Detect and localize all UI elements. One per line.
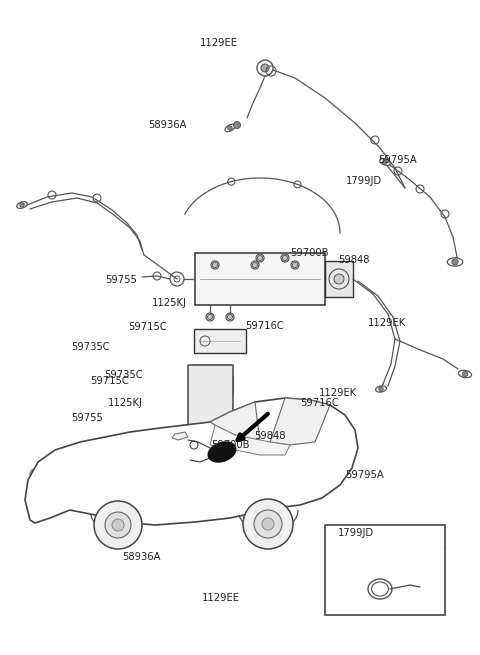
Bar [325, 261, 353, 297]
Circle shape [228, 126, 232, 130]
Circle shape [262, 518, 274, 530]
Text: 59848: 59848 [338, 255, 370, 265]
Polygon shape [25, 398, 358, 525]
Polygon shape [172, 432, 188, 440]
Text: 59700B: 59700B [211, 440, 250, 450]
Text: 59715C: 59715C [128, 322, 167, 332]
Text: 59700B: 59700B [290, 248, 328, 258]
Polygon shape [210, 402, 260, 442]
Polygon shape [270, 398, 330, 445]
FancyBboxPatch shape [194, 329, 246, 353]
Text: 58936A: 58936A [122, 552, 161, 561]
Ellipse shape [372, 582, 388, 596]
Text: 59735C: 59735C [71, 342, 109, 352]
Ellipse shape [447, 258, 463, 266]
Circle shape [254, 510, 282, 538]
Circle shape [233, 121, 240, 128]
Circle shape [421, 585, 425, 589]
Ellipse shape [458, 370, 471, 378]
Circle shape [94, 501, 142, 549]
Ellipse shape [17, 202, 27, 208]
Text: 1129EK: 1129EK [319, 388, 358, 398]
Text: 59715C: 59715C [90, 376, 129, 386]
Text: 1799JD: 1799JD [338, 528, 374, 538]
Ellipse shape [380, 159, 390, 166]
Polygon shape [210, 425, 290, 455]
Polygon shape [188, 365, 268, 450]
Circle shape [252, 263, 257, 267]
Circle shape [213, 263, 217, 267]
Text: 59716C: 59716C [245, 321, 284, 331]
Ellipse shape [375, 386, 386, 392]
Circle shape [261, 64, 269, 72]
Text: 59795A: 59795A [378, 155, 417, 165]
Circle shape [462, 371, 468, 377]
Text: 59716C: 59716C [300, 398, 339, 408]
Text: 1125KJ: 1125KJ [152, 298, 187, 308]
Circle shape [112, 519, 124, 531]
Text: 59848: 59848 [254, 431, 286, 441]
Text: 59795A: 59795A [346, 470, 384, 480]
Text: 1129EE: 1129EE [202, 593, 240, 603]
Text: 1799JD: 1799JD [346, 176, 382, 185]
Ellipse shape [368, 579, 392, 599]
Text: 58936A: 58936A [148, 120, 187, 130]
Text: 59735C: 59735C [104, 370, 143, 380]
Circle shape [334, 274, 344, 284]
Ellipse shape [225, 124, 235, 132]
Circle shape [452, 259, 458, 265]
Text: 59755: 59755 [71, 413, 103, 422]
Circle shape [379, 386, 383, 391]
Circle shape [20, 203, 24, 207]
Text: 59755: 59755 [105, 275, 137, 285]
Ellipse shape [419, 584, 427, 590]
Text: 1125KJ: 1125KJ [108, 398, 143, 407]
Bar [325, 525, 445, 615]
Circle shape [283, 255, 288, 261]
Circle shape [228, 314, 232, 320]
Circle shape [229, 479, 235, 485]
Bar [220, 466, 244, 480]
Text: 1129EE: 1129EE [200, 38, 238, 48]
Circle shape [383, 160, 387, 164]
Text: 1129EK: 1129EK [368, 318, 406, 328]
Ellipse shape [207, 441, 237, 462]
Circle shape [207, 314, 213, 320]
Circle shape [243, 499, 293, 549]
Circle shape [105, 512, 131, 538]
Circle shape [292, 263, 298, 267]
Bar [195, 253, 325, 305]
Circle shape [257, 255, 263, 261]
